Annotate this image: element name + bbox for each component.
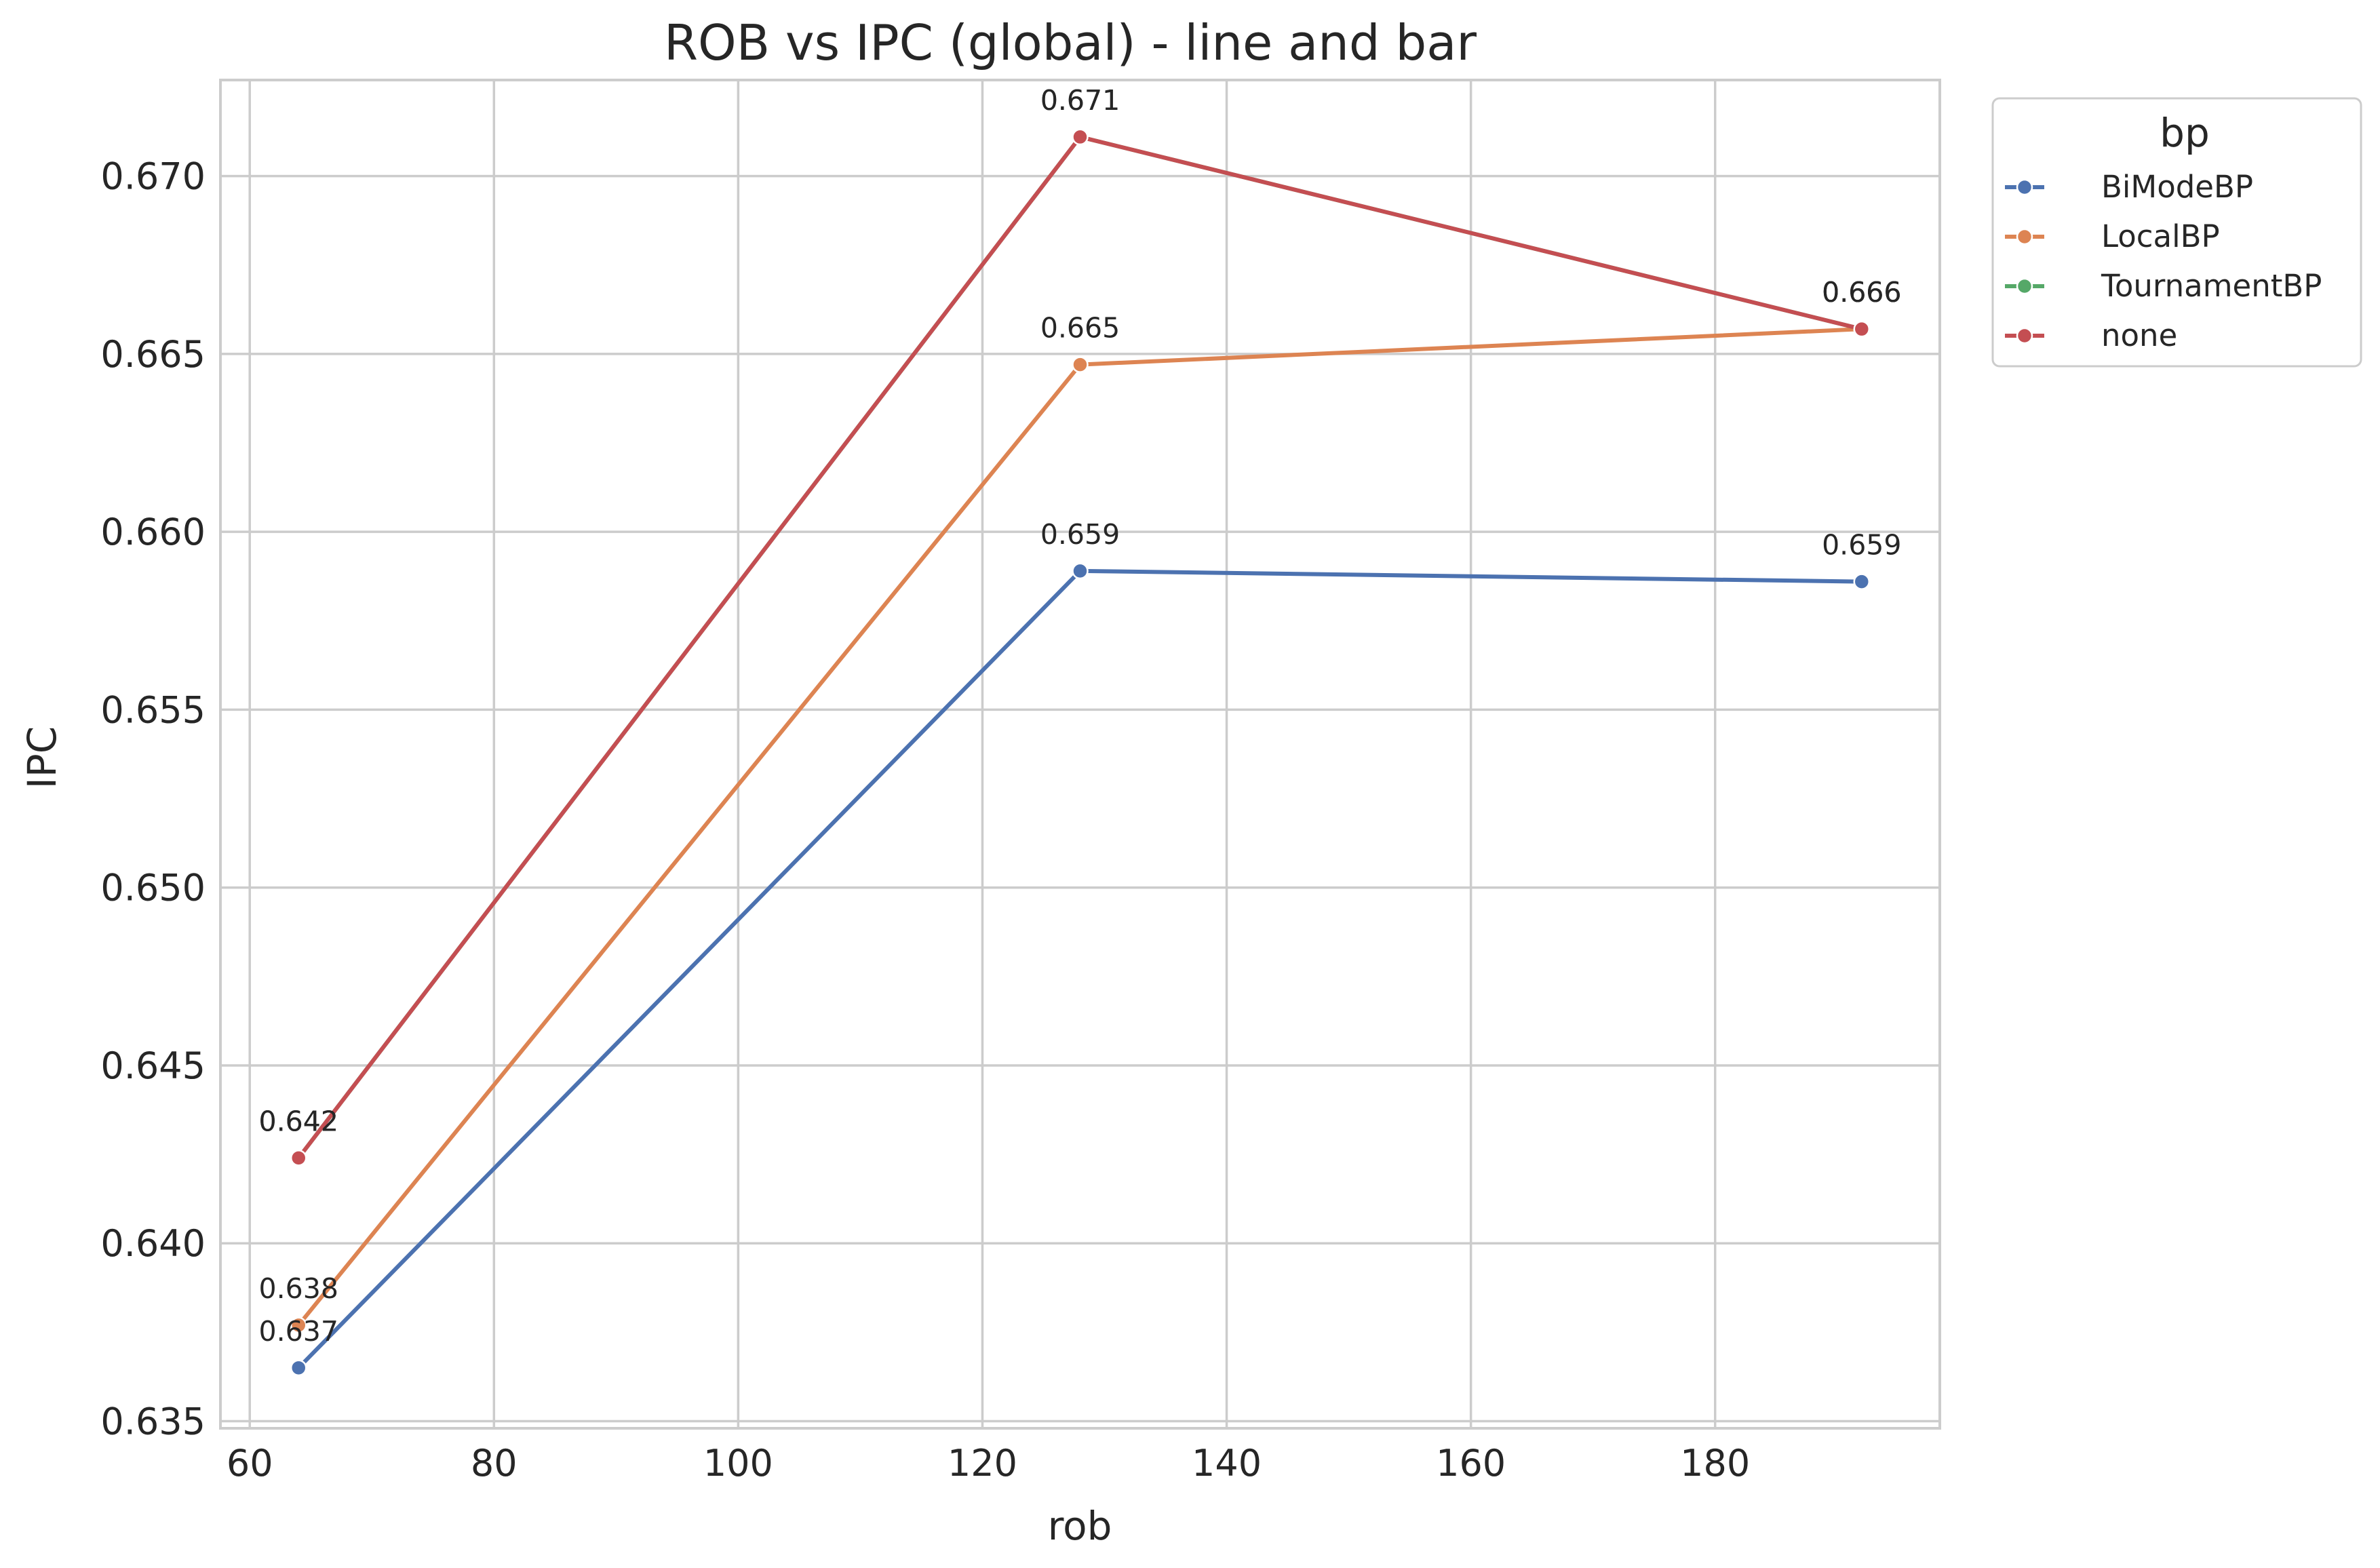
y-tick-label: 0.640 xyxy=(100,1222,206,1265)
data-point xyxy=(1853,573,1871,590)
chart-title: ROB vs IPC (global) - line and bar xyxy=(664,14,1477,71)
series-line xyxy=(296,568,1864,1370)
data-label: 0.637 xyxy=(259,1315,338,1348)
x-tick-label: 140 xyxy=(1192,1442,1262,1485)
y-tick-label: 0.665 xyxy=(100,333,206,376)
tick-labels: 60 80 100 120 140 160 180 0.635 0.640 0.645 0.650 0… xyxy=(100,155,1750,1485)
data-point xyxy=(1853,320,1871,338)
legend-items: BiModeBP LocalBP TournamentBP none xyxy=(2005,169,2322,353)
plot-frame xyxy=(219,79,1941,1430)
y-tick-label: 0.655 xyxy=(100,688,206,731)
gridlines xyxy=(220,80,1940,1428)
data-label: 0.671 xyxy=(1040,84,1120,117)
legend-marker xyxy=(2016,327,2033,345)
series-localbp xyxy=(290,320,1871,1334)
legend-label: BiModeBP xyxy=(2101,169,2253,205)
data-label: 0.659 xyxy=(1040,518,1120,551)
y-tick-label: 0.650 xyxy=(100,867,206,909)
x-tick-label: 100 xyxy=(703,1442,773,1485)
series-line xyxy=(296,134,1864,1160)
data-label: 0.666 xyxy=(1822,276,1901,309)
series-line xyxy=(296,134,1864,1160)
y-tick-label: 0.635 xyxy=(100,1400,206,1443)
y-tick-label: 0.645 xyxy=(100,1044,206,1087)
x-tick-label: 160 xyxy=(1436,1442,1506,1485)
data-label: 0.659 xyxy=(1822,529,1901,562)
legend-marker xyxy=(2016,178,2033,196)
data-point xyxy=(1072,356,1089,373)
legend-frame xyxy=(1991,97,2362,368)
x-tick-label: 60 xyxy=(227,1442,273,1485)
data-point xyxy=(1072,562,1089,580)
legend-label: LocalBP xyxy=(2101,218,2220,254)
data-label: 0.666 xyxy=(1822,276,1901,309)
data-label: 0.666 xyxy=(1822,276,1901,309)
data-point xyxy=(290,1150,307,1167)
y-tick-label: 0.660 xyxy=(100,511,206,553)
legend: bp BiModeBP LocalBP TournamentBP none xyxy=(1991,97,2362,368)
legend-label: TournamentBP xyxy=(2101,268,2322,304)
data-point xyxy=(1072,128,1089,146)
series-lines xyxy=(290,128,1871,1377)
data-label: 0.638 xyxy=(259,1272,338,1305)
legend-item: LocalBP xyxy=(2005,218,2220,254)
legend-title: bp xyxy=(2160,110,2210,156)
data-point xyxy=(290,1359,307,1377)
x-tick-label: 180 xyxy=(1680,1442,1750,1485)
legend-label: none xyxy=(2101,317,2177,353)
series-tournamentbp xyxy=(290,128,1871,1167)
series-line xyxy=(296,327,1864,1327)
legend-item: BiModeBP xyxy=(2005,169,2253,205)
data-point xyxy=(290,1316,307,1334)
series-bimodebp xyxy=(290,562,1871,1377)
legend-marker xyxy=(2016,277,2033,295)
legend-item: TournamentBP xyxy=(2005,268,2322,304)
data-label: 0.671 xyxy=(1040,84,1120,117)
data-label: 0.642 xyxy=(259,1105,338,1137)
y-tick-label: 0.670 xyxy=(100,155,206,198)
x-tick-label: 80 xyxy=(471,1442,518,1485)
data-label: 0.642 xyxy=(259,1105,338,1137)
series-none xyxy=(290,128,1871,1167)
y-axis-label: IPC xyxy=(19,726,65,789)
legend-item: none xyxy=(2005,317,2177,353)
data-labels: 0.637 0.659 0.659 0.638 0.665 0.666 0.642 0.671… xyxy=(259,84,1902,1348)
data-label: 0.665 xyxy=(1040,312,1120,345)
x-tick-label: 120 xyxy=(948,1442,1017,1485)
legend-marker xyxy=(2016,228,2033,246)
x-axis-label: rob xyxy=(1048,1503,1112,1549)
